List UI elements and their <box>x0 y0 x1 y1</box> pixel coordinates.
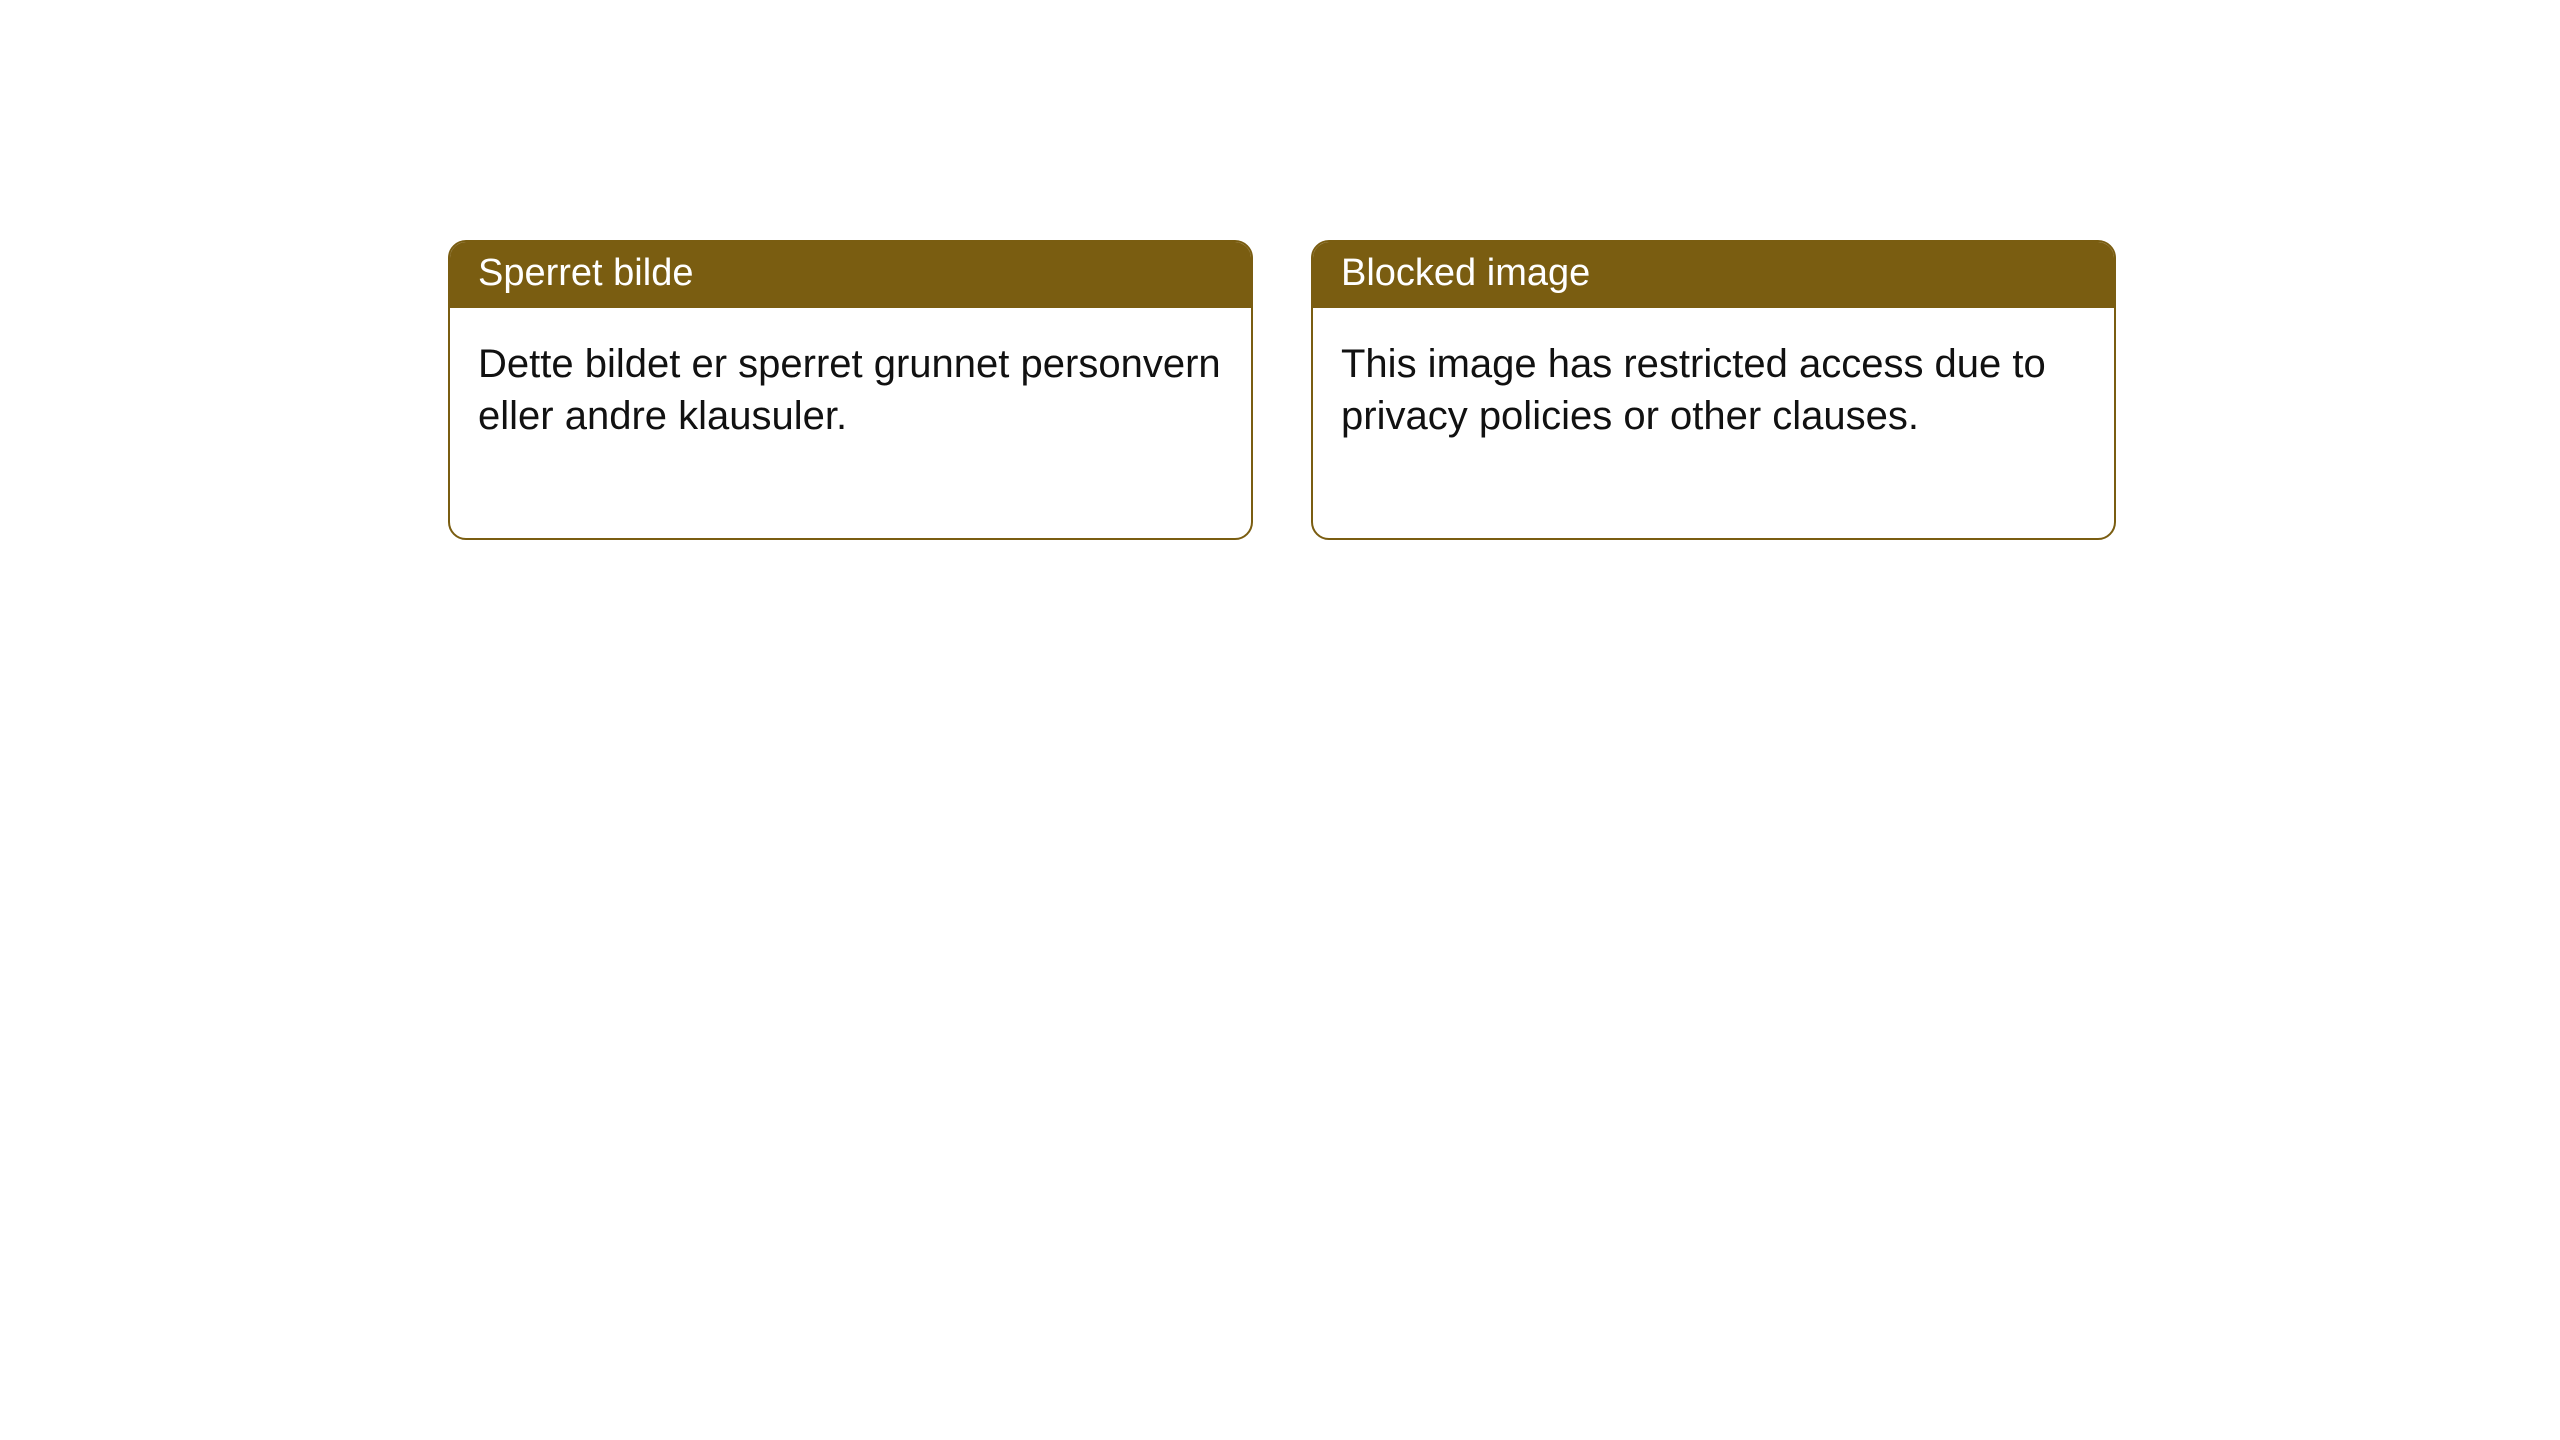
notice-card-english: Blocked image This image has restricted … <box>1311 240 2116 540</box>
notice-body-text: This image has restricted access due to … <box>1341 342 2046 438</box>
notice-header: Blocked image <box>1313 242 2114 308</box>
notice-container: Sperret bilde Dette bildet er sperret gr… <box>0 0 2560 540</box>
notice-body: This image has restricted access due to … <box>1313 308 2114 538</box>
notice-title-text: Sperret bilde <box>478 252 693 294</box>
notice-title-text: Blocked image <box>1341 252 1590 294</box>
notice-body-text: Dette bildet er sperret grunnet personve… <box>478 342 1221 438</box>
notice-body: Dette bildet er sperret grunnet personve… <box>450 308 1251 538</box>
notice-card-norwegian: Sperret bilde Dette bildet er sperret gr… <box>448 240 1253 540</box>
notice-header: Sperret bilde <box>450 242 1251 308</box>
